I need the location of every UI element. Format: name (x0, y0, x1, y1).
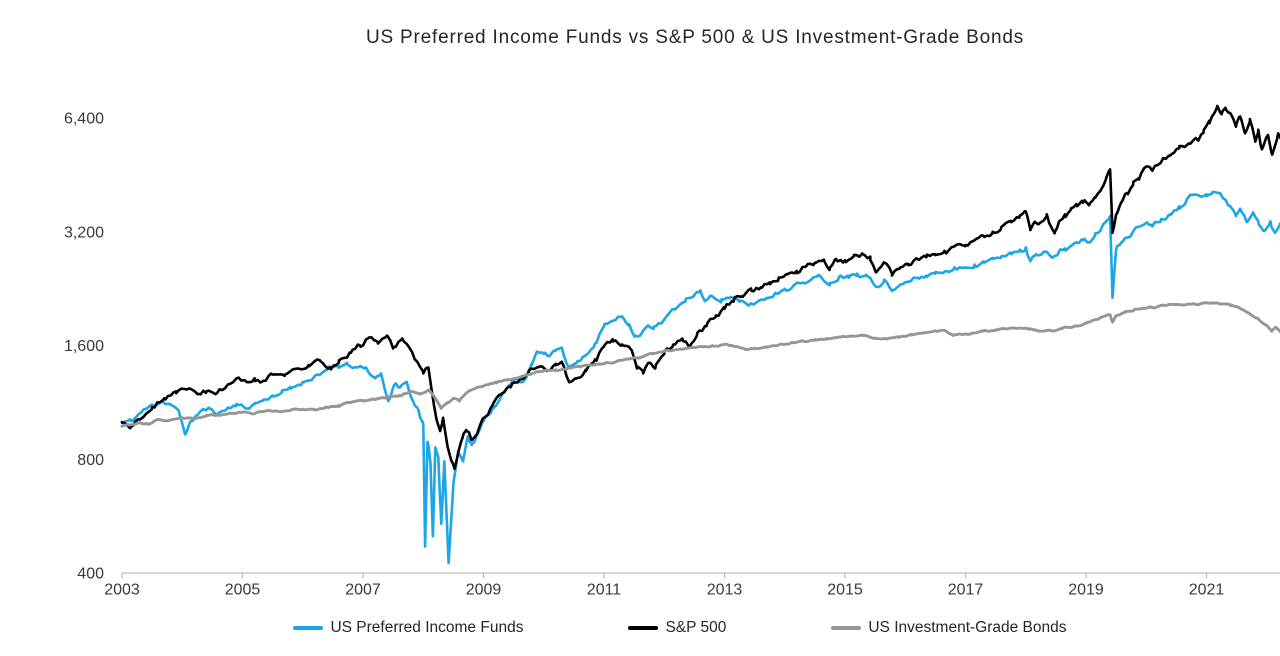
legend-item-sp-500: S&P 500 (628, 619, 726, 637)
x-tick-label: 2021 (1189, 582, 1225, 599)
plot-area: 2003 2005 2007 2009 2011 2013 2015 2017 2019 2021… (64, 104, 1280, 599)
x-tick-label: 2003 (104, 582, 140, 599)
legend-item-us-investment-grade-bonds: US Investment-Grade Bonds (831, 619, 1067, 637)
chart-title: US Preferred Income Funds vs S&P 500 & U… (365, 27, 1025, 48)
legend-swatch-us-preferred-income-funds (293, 626, 324, 630)
x-tick-label: 2007 (345, 582, 381, 599)
y-tick-label: 400 (77, 566, 104, 583)
x-tick-label: 2011 (587, 582, 622, 599)
legend-label: US Investment-Grade Bonds (868, 619, 1067, 636)
x-tick-label: 2017 (948, 582, 984, 599)
y-tick-label: 800 (77, 452, 104, 469)
series-line-sp-500 (120, 104, 1280, 471)
y-tick-label: 1,600 (64, 338, 104, 355)
x-tick-label: 2015 (827, 582, 863, 599)
legend: US Preferred Income Funds S&P 500 US Inves… (40, 619, 1280, 637)
legend-label: S&P 500 (665, 619, 727, 636)
x-tick-label: 2019 (1068, 582, 1104, 599)
legend-label: US Preferred Income Funds (330, 619, 524, 636)
line-chart-figure: US Preferred Income Funds vs S&P 500 & U… (40, 16, 1280, 656)
series-line-us-preferred-income-funds (120, 190, 1280, 565)
series-line-us-investment-grade-bonds (120, 301, 1280, 428)
x-tick-label: 2005 (225, 582, 261, 599)
legend-swatch-us-investment-grade-bonds (831, 626, 862, 630)
legend-item-us-preferred-income-funds: US Preferred Income Funds (293, 619, 523, 637)
x-tick-label: 2009 (466, 582, 502, 599)
legend-swatch-sp-500 (628, 626, 659, 630)
y-tick-label: 6,400 (64, 111, 104, 128)
x-tick-label: 2013 (707, 582, 743, 599)
y-tick-label: 3,200 (64, 224, 104, 241)
